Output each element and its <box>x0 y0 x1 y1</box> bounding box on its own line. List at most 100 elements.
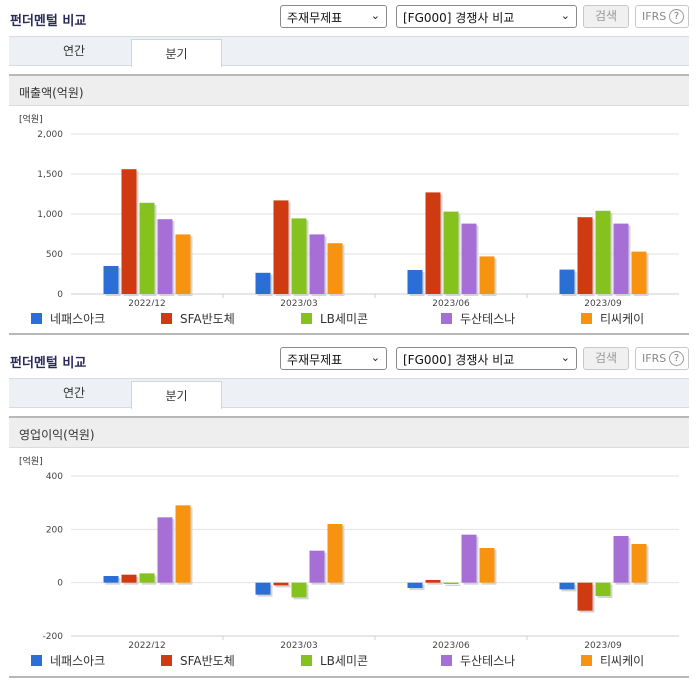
statement-select[interactable]: 주재무제표 ⌄ <box>280 347 387 370</box>
bar-0-3 <box>157 517 173 583</box>
bar-0-4 <box>175 505 191 583</box>
tab-quarterly[interactable]: 분기 <box>131 381 222 409</box>
bar-1-3 <box>309 234 325 294</box>
y-tick-label: -200 <box>43 632 64 642</box>
legend-item[interactable]: 네패스아크 <box>31 312 105 326</box>
chart-title: 영업이익(억원) <box>9 418 689 448</box>
chart-title: 매출액(억원) <box>9 76 689 106</box>
bar-2-3 <box>461 223 477 294</box>
bar-2-4 <box>479 548 495 583</box>
legend-swatch <box>301 313 312 324</box>
bar-1-2 <box>291 218 307 294</box>
legend-item[interactable]: LB세미콘 <box>301 312 368 326</box>
bar-0-2 <box>139 573 155 583</box>
revenue-chart: [억원] 0 500 1,000 1,500 2,000 2022/12 2023/03 202… <box>19 113 679 306</box>
ifrs-button[interactable]: IFRS ? <box>635 347 689 370</box>
ifrs-label: IFRS <box>642 352 667 365</box>
search-button[interactable]: 검색 <box>583 347 629 370</box>
bar-0-1 <box>121 169 137 294</box>
bar-shadow <box>275 584 291 588</box>
legend-swatch <box>581 655 592 666</box>
search-button[interactable]: 검색 <box>583 5 629 28</box>
bar-3-3 <box>613 223 629 294</box>
tab-annual[interactable]: 연간 <box>62 386 86 400</box>
y-tick-label: 400 <box>46 472 63 482</box>
bar-2-2 <box>443 211 459 294</box>
legend-label: 티씨케이 <box>600 312 645 326</box>
bar-0-3 <box>157 219 173 294</box>
tab-annual[interactable]: 연간 <box>62 44 86 58</box>
legend-item[interactable]: 두산테스나 <box>441 654 515 668</box>
legend-item[interactable]: 두산테스나 <box>441 312 515 326</box>
x-tick-label: 2022/12 <box>128 299 165 306</box>
legend-swatch <box>161 655 172 666</box>
bar-1-4 <box>327 524 343 583</box>
legend-item[interactable]: SFA반도체 <box>161 654 235 668</box>
ifrs-button[interactable]: IFRS ? <box>635 5 689 28</box>
bar-3-2 <box>595 210 611 294</box>
revenue-chart-panel: 매출액(억원) [억원] 0 500 1,000 1,500 2,000 2022/12 20… <box>9 74 689 336</box>
y-tick-label: 1,500 <box>37 170 63 180</box>
bar-0-0 <box>103 576 119 583</box>
ifrs-label: IFRS <box>642 10 667 23</box>
bar-2-1 <box>425 192 441 294</box>
bar-3-0 <box>559 269 575 294</box>
legend-label: LB세미콘 <box>320 654 369 668</box>
x-tick-label: 2023/09 <box>584 641 622 648</box>
legend-label: 네패스아크 <box>50 312 106 326</box>
tab-quarterly[interactable]: 분기 <box>131 39 222 67</box>
bar-0-0 <box>103 266 119 294</box>
y-tick-label: 2,000 <box>37 130 63 140</box>
bar-1-1 <box>273 200 289 294</box>
legend-item[interactable]: 네패스아크 <box>31 654 105 668</box>
legend-swatch <box>31 313 42 324</box>
legend-item[interactable]: 티씨케이 <box>581 654 644 668</box>
peer-select[interactable]: [FG000] 경쟁사 비교 ⌄ <box>396 347 577 370</box>
legend-label: LB세미콘 <box>320 312 369 326</box>
bar-1-4 <box>327 243 343 294</box>
y-tick-label: 500 <box>46 250 63 260</box>
legend-label: 네패스아크 <box>50 654 106 668</box>
bar-1-2 <box>291 582 307 598</box>
bar-1-3 <box>309 550 325 583</box>
chart-legend: 네패스아크 SFA반도체 LB세미콘 두산테스나 티씨케이 <box>31 312 691 328</box>
y-tick-label: 0 <box>57 290 63 300</box>
title-row: 펀더멘털 비교 주재무제표 ⌄ [FG000] 경쟁사 비교 ⌄ 검색 IFRS… <box>0 0 696 34</box>
y-tick-label: 0 <box>57 579 63 589</box>
bar-2-4 <box>479 256 495 294</box>
x-tick-label: 2023/09 <box>584 299 622 306</box>
bar-3-2 <box>595 582 611 596</box>
fundamental-block-2: 펀더멘털 비교 주재무제표 ⌄ [FG000] 경쟁사 비교 ⌄ 검색 IFRS… <box>0 342 696 684</box>
chevron-down-icon: ⌄ <box>370 351 380 364</box>
help-icon[interactable]: ? <box>669 351 684 366</box>
bar-1-0 <box>255 272 271 294</box>
bar-shadow <box>445 584 461 586</box>
bar-3-1 <box>577 582 593 611</box>
bar-0-1 <box>121 574 137 583</box>
legend-item[interactable]: LB세미콘 <box>301 654 368 668</box>
bar-2-0 <box>407 270 423 294</box>
help-icon[interactable]: ? <box>669 9 684 24</box>
x-tick-label: 2023/06 <box>432 641 470 648</box>
bar-3-3 <box>613 536 629 583</box>
legend-item[interactable]: 티씨케이 <box>581 312 644 326</box>
statement-select[interactable]: 주재무제표 ⌄ <box>280 5 387 28</box>
divider <box>9 333 689 335</box>
legend-swatch <box>441 313 452 324</box>
y-tick-label: 200 <box>46 525 63 535</box>
chart-legend: 네패스아크 SFA반도체 LB세미콘 두산테스나 티씨케이 <box>31 654 691 670</box>
operating-profit-chart-panel: 영업이익(억원) [억원] -200 0 200 400 2022/12 2023/03 20… <box>9 416 689 678</box>
peer-select[interactable]: [FG000] 경쟁사 비교 ⌄ <box>396 5 577 28</box>
period-tabs: 연간 분기 <box>9 378 689 409</box>
legend-label: SFA반도체 <box>180 654 235 668</box>
bar-1-1 <box>273 582 289 586</box>
fundamental-block-1: 펀더멘털 비교 주재무제표 ⌄ [FG000] 경쟁사 비교 ⌄ 검색 IFRS… <box>0 0 696 340</box>
chevron-down-icon: ⌄ <box>560 351 570 364</box>
operating-profit-chart: [억원] -200 0 200 400 2022/12 2023/03 2023/06 2023… <box>19 455 679 648</box>
legend-label: SFA반도체 <box>180 312 235 326</box>
legend-swatch <box>441 655 452 666</box>
y-tick-label: 1,000 <box>37 210 63 220</box>
bar-3-4 <box>631 251 647 294</box>
legend-item[interactable]: SFA반도체 <box>161 312 235 326</box>
bar-2-1 <box>425 580 441 583</box>
